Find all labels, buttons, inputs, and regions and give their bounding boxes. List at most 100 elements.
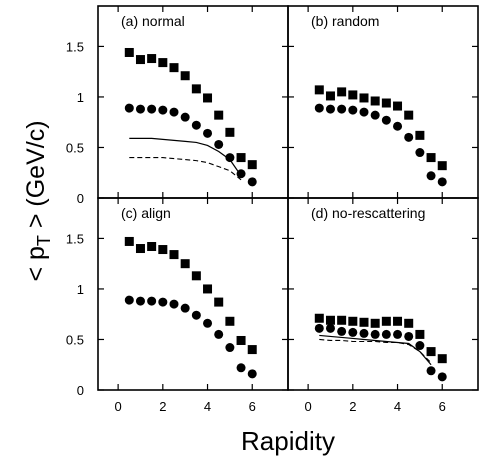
- circle-point: [169, 107, 179, 117]
- circle-point: [247, 369, 257, 379]
- square-point: [247, 160, 257, 170]
- y-axis-title: < pT > (GeV/c): [22, 120, 54, 281]
- panel-frame: [287, 197, 479, 391]
- y-axis-title-tail: > (GeV/c): [22, 120, 50, 235]
- x-tick-label: 6: [249, 399, 256, 414]
- square-point: [169, 63, 179, 73]
- x-tick-label: 2: [349, 399, 356, 414]
- circle-point: [415, 341, 425, 351]
- square-point: [124, 47, 134, 57]
- series-line-dashed: [319, 338, 432, 364]
- square-point: [135, 55, 145, 65]
- series-square: [314, 313, 447, 364]
- square-point: [225, 316, 235, 326]
- square-point: [203, 284, 213, 294]
- series-circle: [314, 323, 447, 382]
- circle-point: [180, 112, 190, 122]
- circle-point: [135, 296, 145, 306]
- y-tick-label: 0: [77, 191, 84, 206]
- x-tick-labels: 0 2 4 6 0 2 4 6: [115, 399, 446, 414]
- square-point: [415, 329, 425, 339]
- square-point: [426, 153, 436, 163]
- circle-point: [180, 303, 190, 313]
- series-line-dashed: [129, 157, 242, 181]
- circle-point: [147, 296, 157, 306]
- square-point: [325, 315, 335, 325]
- square-point: [381, 98, 391, 108]
- circle-point: [314, 103, 324, 113]
- dashed-curve: [319, 338, 432, 364]
- circle-point: [370, 110, 380, 120]
- circle-point: [169, 299, 179, 309]
- series-circle: [124, 295, 257, 379]
- square-point: [147, 54, 157, 64]
- square-point: [437, 161, 447, 171]
- circle-point: [325, 323, 335, 333]
- circle-point: [191, 310, 201, 320]
- circle-point: [135, 104, 145, 114]
- square-point: [348, 90, 358, 100]
- square-point: [147, 242, 157, 252]
- circle-point: [124, 103, 134, 113]
- x-tick-label: 4: [204, 399, 211, 414]
- circle-point: [404, 132, 414, 142]
- square-point: [437, 354, 447, 364]
- circle-point: [348, 105, 358, 115]
- square-point: [348, 316, 358, 326]
- x-tick-label: 2: [159, 399, 166, 414]
- y-tick-label: 1: [77, 282, 84, 297]
- square-point: [169, 250, 179, 260]
- square-point: [337, 87, 347, 97]
- series-line-solid: [129, 137, 242, 177]
- square-point: [337, 315, 347, 325]
- series-line-solid: [319, 334, 432, 366]
- circle-point: [381, 329, 391, 339]
- circle-point: [426, 171, 436, 181]
- circle-point: [437, 177, 447, 187]
- circle-point: [214, 329, 224, 339]
- y-tick-labels: 0 0.5 1 1.5 0 0.5 1 1.5: [66, 39, 84, 398]
- y-tick-label: 1.5: [66, 39, 84, 54]
- x-tick-label: 0: [115, 399, 122, 414]
- square-point: [404, 318, 414, 328]
- circle-point: [393, 329, 403, 339]
- square-point: [359, 93, 369, 103]
- y-tick-label: 1.5: [66, 231, 84, 246]
- circle-point: [337, 326, 347, 336]
- panel-2: (b) random: [287, 5, 479, 199]
- square-point: [314, 85, 324, 95]
- y-axis-title-main: < p: [22, 246, 50, 281]
- circle-point: [437, 372, 447, 382]
- circle-point: [381, 115, 391, 125]
- circle-point: [426, 366, 436, 376]
- circle-point: [404, 331, 414, 341]
- circle-point: [158, 105, 168, 115]
- x-tick-label: 6: [439, 399, 446, 414]
- square-point: [158, 245, 168, 255]
- square-point: [247, 345, 257, 355]
- series-square: [124, 47, 257, 170]
- circle-point: [415, 148, 425, 158]
- y-tick-label: 0.5: [66, 332, 84, 347]
- square-point: [381, 316, 391, 326]
- x-tick-label: 0: [305, 399, 312, 414]
- circle-point: [225, 343, 235, 353]
- circle-point: [158, 297, 168, 307]
- panel-3: (c) align: [97, 197, 289, 391]
- series-circle: [124, 103, 257, 187]
- y-tick-label: 0: [77, 383, 84, 398]
- circle-point: [325, 104, 335, 114]
- x-axis-title: Rapidity: [241, 426, 335, 456]
- panels: (a) normal (b) random (c) align (d) no-resc…: [97, 5, 479, 391]
- circle-point: [203, 318, 213, 328]
- circle-point: [359, 328, 369, 338]
- panel-4: (d) no-rescattering: [287, 197, 479, 391]
- panel-frame: [97, 5, 289, 199]
- circle-point: [247, 177, 257, 187]
- panel-1: (a) normal: [97, 5, 289, 199]
- circle-point: [147, 104, 157, 114]
- circle-point: [225, 153, 235, 163]
- circle-point: [337, 104, 347, 114]
- circle-point: [348, 327, 358, 337]
